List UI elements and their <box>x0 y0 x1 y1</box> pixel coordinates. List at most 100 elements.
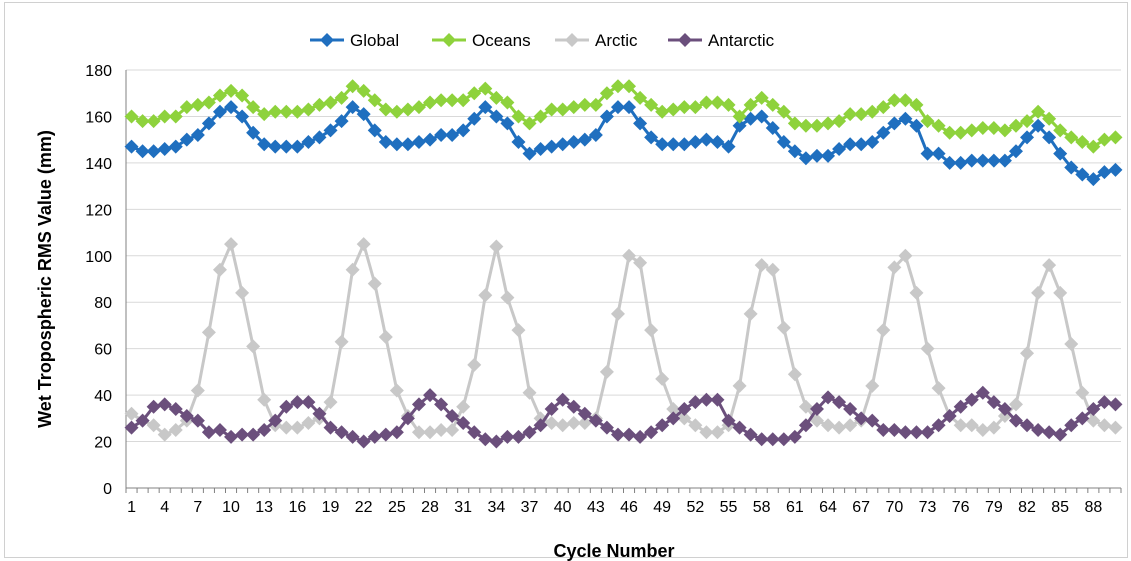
data-point-global <box>489 109 504 124</box>
data-point-oceans <box>666 102 681 117</box>
data-point-antarctic <box>732 420 747 435</box>
data-point-global <box>135 144 150 159</box>
data-point-antarctic <box>588 413 603 428</box>
data-point-antarctic <box>522 425 537 440</box>
data-point-antarctic <box>610 427 625 442</box>
data-point-antarctic <box>876 422 891 437</box>
data-point-antarctic <box>622 427 637 442</box>
data-point-global <box>201 116 216 131</box>
data-point-antarctic <box>754 432 769 447</box>
data-point-global <box>622 100 637 115</box>
data-point-oceans <box>633 90 648 105</box>
data-point-oceans <box>257 107 272 122</box>
data-point-global <box>389 137 404 152</box>
data-point-arctic <box>986 420 1001 435</box>
data-point-global <box>411 134 426 149</box>
data-point-global <box>655 137 670 152</box>
data-point-oceans <box>312 97 327 112</box>
x-tick-label: 34 <box>487 499 505 516</box>
data-point-oceans <box>787 116 802 131</box>
data-point-antarctic <box>555 392 570 407</box>
data-point-antarctic <box>279 399 294 414</box>
data-point-antarctic <box>1020 418 1035 433</box>
data-point-antarctic <box>124 420 139 435</box>
data-point-global <box>688 134 703 149</box>
y-axis-title: Wet Tropospheric RMS Value (mm) <box>35 130 55 428</box>
data-point-global <box>699 132 714 147</box>
data-point-oceans <box>467 86 482 101</box>
data-point-global <box>555 137 570 152</box>
x-tick-label: 13 <box>255 499 273 516</box>
x-tick-label: 1 <box>127 499 136 516</box>
data-point-oceans <box>997 123 1012 138</box>
data-point-oceans <box>279 104 294 119</box>
data-point-global <box>798 151 813 166</box>
data-point-arctic <box>1097 418 1112 433</box>
data-point-arctic <box>1042 258 1057 273</box>
data-point-antarctic <box>677 402 692 417</box>
data-point-antarctic <box>644 425 659 440</box>
x-tick-label: 73 <box>919 499 937 516</box>
data-point-oceans <box>456 93 471 108</box>
data-point-oceans <box>677 100 692 115</box>
data-point-arctic <box>378 330 393 345</box>
data-point-antarctic <box>920 425 935 440</box>
data-point-arctic <box>555 418 570 433</box>
legend-marker <box>320 33 334 47</box>
data-point-antarctic <box>301 395 316 410</box>
data-point-oceans <box>942 125 957 140</box>
data-point-antarctic <box>964 392 979 407</box>
data-point-global <box>843 137 858 152</box>
data-point-arctic <box>776 320 791 335</box>
data-point-arctic <box>743 306 758 321</box>
data-point-oceans <box>920 114 935 129</box>
data-point-oceans <box>610 79 625 94</box>
data-point-arctic <box>732 378 747 393</box>
data-point-arctic <box>610 306 625 321</box>
legend-marker <box>565 33 579 47</box>
data-point-antarctic <box>157 397 172 412</box>
data-point-arctic <box>345 262 360 277</box>
data-point-oceans <box>345 79 360 94</box>
data-point-global <box>633 116 648 131</box>
data-point-global <box>124 139 139 154</box>
data-point-oceans <box>489 90 504 105</box>
data-point-arctic <box>456 399 471 414</box>
data-point-global <box>577 132 592 147</box>
data-point-antarctic <box>953 399 968 414</box>
data-point-arctic <box>500 290 515 305</box>
data-point-global <box>953 155 968 170</box>
data-point-antarctic <box>312 406 327 421</box>
data-point-oceans <box>400 102 415 117</box>
data-point-arctic <box>798 399 813 414</box>
data-point-global <box>920 146 935 161</box>
data-point-oceans <box>776 104 791 119</box>
data-point-oceans <box>179 100 194 115</box>
data-point-arctic <box>334 334 349 349</box>
chart-frame <box>4 2 1128 558</box>
data-point-arctic <box>201 325 216 340</box>
data-point-oceans <box>566 100 581 115</box>
data-point-global <box>986 153 1001 168</box>
data-point-antarctic <box>1042 425 1057 440</box>
data-point-oceans <box>135 114 150 129</box>
data-point-arctic <box>522 385 537 400</box>
data-point-oceans <box>157 109 172 124</box>
data-point-arctic <box>467 357 482 372</box>
data-point-arctic <box>599 364 614 379</box>
data-point-oceans <box>809 118 824 133</box>
data-point-antarctic <box>423 388 438 403</box>
data-point-arctic <box>235 285 250 300</box>
data-point-arctic <box>953 418 968 433</box>
data-point-antarctic <box>1008 413 1023 428</box>
data-point-global <box>268 139 283 154</box>
data-point-global <box>356 107 371 122</box>
data-point-global <box>832 141 847 156</box>
data-point-antarctic <box>942 409 957 424</box>
data-point-global <box>666 137 681 152</box>
data-point-oceans <box>411 100 426 115</box>
data-point-arctic <box>876 323 891 338</box>
data-point-antarctic <box>909 425 924 440</box>
data-point-arctic <box>290 420 305 435</box>
data-point-global <box>400 137 415 152</box>
